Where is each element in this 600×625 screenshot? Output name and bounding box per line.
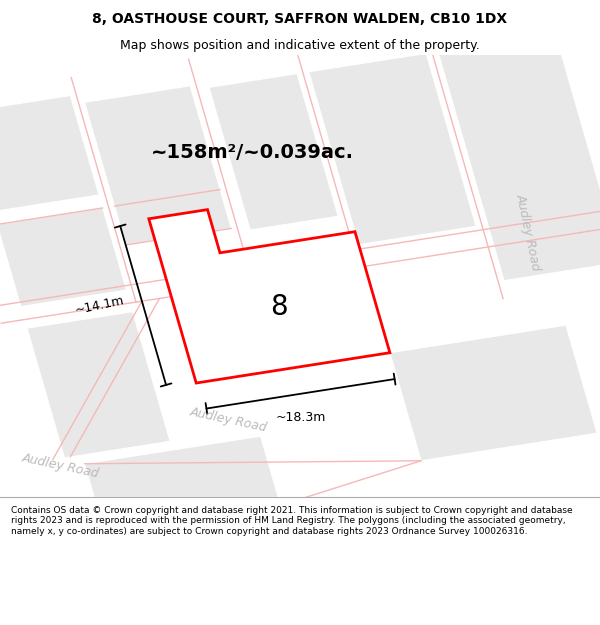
- Polygon shape: [149, 209, 390, 383]
- Text: ~14.1m: ~14.1m: [73, 294, 125, 317]
- Polygon shape: [85, 86, 232, 245]
- Text: ~158m²/~0.039ac.: ~158m²/~0.039ac.: [151, 142, 353, 162]
- Polygon shape: [438, 33, 600, 281]
- Text: 8: 8: [269, 293, 287, 321]
- Text: Audley Road: Audley Road: [188, 405, 268, 434]
- Polygon shape: [0, 96, 99, 211]
- Text: Audley Road: Audley Road: [20, 451, 100, 481]
- Text: 8, OASTHOUSE COURT, SAFFRON WALDEN, CB10 1DX: 8, OASTHOUSE COURT, SAFFRON WALDEN, CB10…: [92, 12, 508, 26]
- Polygon shape: [390, 325, 597, 461]
- Polygon shape: [0, 208, 127, 307]
- Text: ~18.3m: ~18.3m: [275, 411, 326, 424]
- Polygon shape: [309, 53, 476, 244]
- Polygon shape: [209, 74, 338, 230]
- Polygon shape: [27, 312, 170, 458]
- Text: Audley Road: Audley Road: [514, 192, 542, 271]
- Text: Contains OS data © Crown copyright and database right 2021. This information is : Contains OS data © Crown copyright and d…: [11, 506, 572, 536]
- Polygon shape: [85, 436, 281, 533]
- Text: Map shows position and indicative extent of the property.: Map shows position and indicative extent…: [120, 39, 480, 51]
